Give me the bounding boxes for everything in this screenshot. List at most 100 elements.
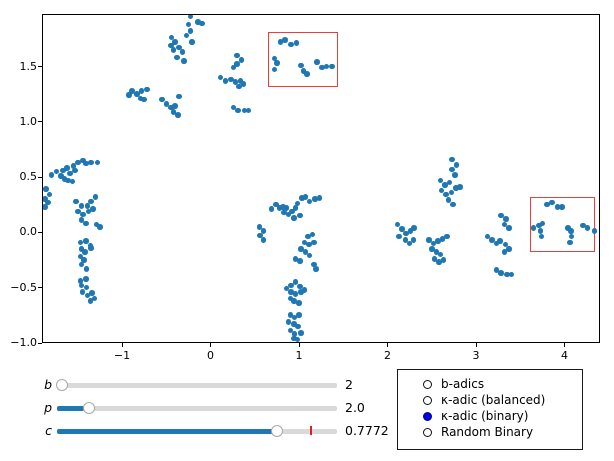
scatter-point: [73, 198, 79, 205]
scatter-point: [503, 216, 509, 222]
scatter-point: [399, 226, 405, 232]
slider-p-track[interactable]: [57, 405, 337, 411]
scatter-point: [93, 221, 100, 228]
scatter-point: [497, 238, 503, 244]
scatter-point: [282, 37, 288, 43]
scatter-point: [301, 287, 308, 293]
slider-c-handle[interactable]: [270, 424, 283, 437]
scatter-point: [236, 83, 242, 90]
radio-option[interactable]: κ-adic (balanced): [398, 392, 582, 408]
scatter-point: [435, 238, 441, 244]
scatter-point: [183, 32, 190, 39]
slider-b-track[interactable]: [57, 382, 337, 388]
scatter-point: [453, 185, 459, 191]
scatter-point: [67, 170, 73, 177]
scatter-point: [230, 64, 237, 71]
scatter-point: [300, 68, 307, 74]
scatter-point: [329, 63, 335, 70]
x-axis-tick: [210, 343, 211, 347]
scatter-point: [70, 163, 77, 169]
scatter-point: [90, 206, 96, 212]
x-axis-tick-label: 0: [207, 349, 214, 362]
scatter-point: [402, 237, 409, 243]
scatter-point: [301, 239, 308, 245]
scatter-point: [294, 200, 301, 207]
radio-option[interactable]: κ-adic (binary): [398, 408, 582, 424]
scatter-point: [137, 95, 144, 102]
scatter-point: [84, 292, 91, 299]
scatter-point: [489, 237, 495, 243]
scatter-point: [437, 251, 444, 258]
scatter-point: [440, 257, 447, 263]
scatter-point: [84, 203, 91, 209]
scatter-point: [549, 199, 555, 206]
scatter-point: [170, 109, 177, 115]
radio-option-label: κ-adic (binary): [441, 409, 529, 423]
scatter-point: [79, 289, 86, 295]
scatter-point: [506, 225, 512, 231]
scatter-point: [298, 62, 304, 69]
x-axis-tick-label: 1: [295, 349, 303, 362]
scatter-point: [69, 178, 76, 185]
scatter-point: [287, 312, 294, 318]
scatter-point: [565, 225, 571, 231]
scatter-point: [536, 222, 542, 229]
scatter-point: [504, 271, 510, 278]
scatter-point: [291, 215, 297, 221]
scatter-point: [293, 40, 300, 46]
scatter-point: [304, 71, 310, 77]
scatter-point: [163, 101, 170, 107]
scatter-point: [75, 208, 81, 215]
scatter-point: [544, 201, 550, 208]
slider-c-track[interactable]: [57, 428, 337, 434]
scatter-point: [449, 166, 455, 173]
scatter-point: [291, 335, 297, 342]
scatter-point: [410, 237, 417, 243]
radio-option[interactable]: b-adics: [398, 376, 582, 392]
scatter-point: [134, 91, 140, 97]
scatter-point: [83, 284, 90, 291]
scatter-point: [306, 252, 313, 259]
slider-p-handle[interactable]: [83, 401, 96, 414]
radio-unselected-icon: [423, 395, 432, 405]
scatter-point: [237, 78, 244, 84]
scatter-point: [222, 78, 229, 84]
scatter-point: [584, 225, 591, 231]
scatter-point: [234, 61, 240, 67]
scatter-point: [292, 279, 299, 285]
scatter-point: [172, 39, 178, 45]
y-axis-tick-label: 0.0: [19, 225, 38, 239]
scatter-point: [138, 88, 145, 94]
scatter-point: [287, 327, 294, 334]
scatter-point: [288, 289, 294, 295]
scatter-point: [295, 323, 301, 330]
scatter-point: [260, 228, 267, 234]
scatter-point: [316, 195, 323, 201]
scatter-point: [141, 96, 147, 103]
scatter-point: [189, 39, 195, 45]
scatter-point: [539, 220, 546, 227]
x-axis-tick: [564, 343, 565, 347]
x-axis-tick-label: 4: [561, 349, 568, 362]
radio-button-group: b-adics κ-adic (balanced) κ-adic (binary) R…: [397, 369, 583, 450]
scatter-point: [554, 204, 561, 210]
scatter-point: [241, 107, 247, 114]
scatter-point: [530, 225, 537, 231]
slider-b-handle[interactable]: [55, 378, 68, 391]
scatter-point: [436, 259, 442, 265]
scatter-point: [537, 228, 544, 234]
scatter-point: [144, 86, 150, 93]
scatter-point: [159, 96, 165, 103]
scatter-point: [407, 228, 414, 234]
slider-b-label: b: [44, 377, 52, 392]
scatter-point: [48, 172, 55, 178]
scatter-point: [396, 233, 402, 240]
scatter-point: [457, 184, 463, 190]
scatter-point: [314, 59, 320, 65]
scatter-point: [309, 231, 316, 238]
radio-option-label: Random Binary: [441, 425, 534, 439]
radio-option-label: b-adics: [441, 377, 485, 391]
radio-option[interactable]: Random Binary: [398, 424, 582, 440]
scatter-point: [168, 104, 174, 111]
scatter-point: [292, 256, 299, 262]
